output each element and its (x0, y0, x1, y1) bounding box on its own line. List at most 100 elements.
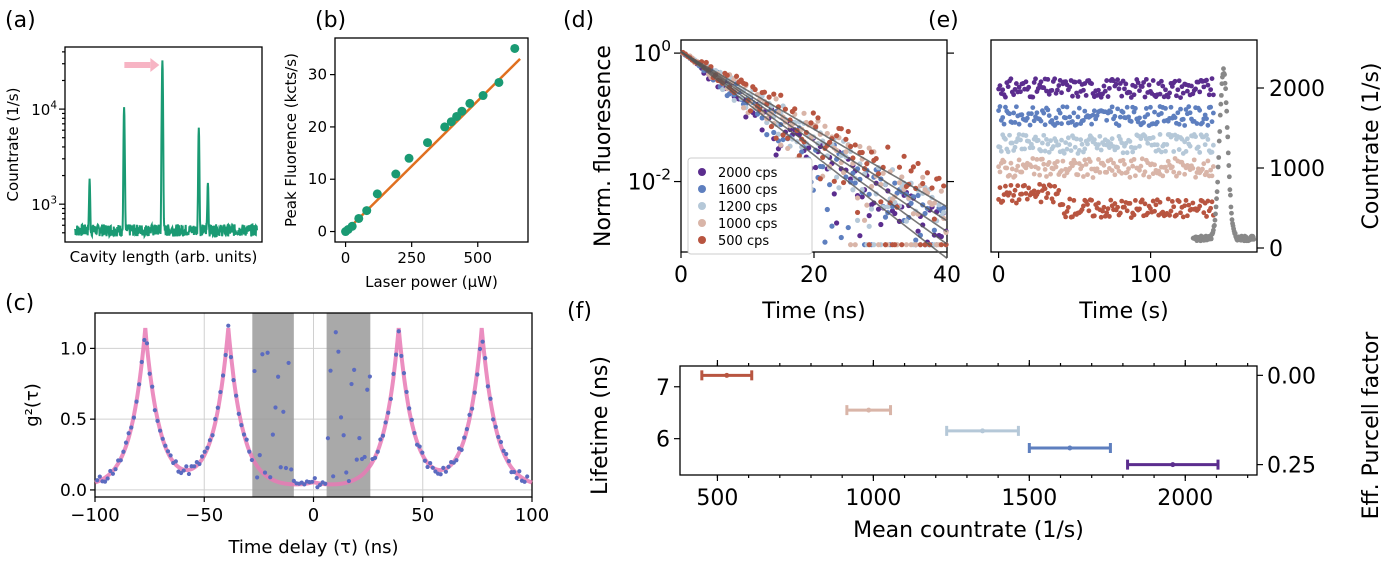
trace-point (1050, 144, 1056, 149)
trace-point (1075, 114, 1081, 120)
data-point (498, 439, 504, 445)
trace-point (1063, 140, 1069, 146)
trace-point (1145, 210, 1151, 216)
trace-point (1176, 78, 1182, 84)
trace-point (1130, 163, 1136, 169)
trace-point (1083, 93, 1089, 98)
trace-point (1137, 88, 1142, 94)
trace-point (1120, 157, 1126, 163)
trace-point (1184, 136, 1190, 142)
trace-point (1178, 210, 1183, 216)
trace-point (1108, 109, 1114, 115)
data-point (459, 447, 464, 453)
trace-point (1205, 82, 1211, 88)
trace-point (1024, 115, 1030, 121)
data-point (276, 374, 281, 379)
panel-b: 0 250 500 0 10 20 30 Peak Fluorence (kcts/s) Las… (282, 37, 529, 291)
decay-point (743, 81, 749, 87)
trace-point (1131, 212, 1137, 218)
trace-point (1060, 158, 1066, 164)
trace-point (1059, 137, 1064, 143)
data-point (391, 169, 401, 179)
fit-line (680, 51, 948, 260)
decay-point (764, 132, 770, 138)
gray-peak-point (1227, 187, 1233, 193)
y-tick-label: 1000 (1269, 157, 1325, 182)
trace-point (1071, 197, 1077, 203)
trace-point (1057, 77, 1063, 83)
trace-point (1104, 117, 1110, 123)
decay-point (847, 143, 854, 150)
y-axis-label: Countrate (1/s) (1359, 62, 1384, 229)
trace-point (1117, 210, 1123, 216)
trace-point (1183, 149, 1189, 154)
data-point (325, 436, 331, 441)
trace-point (1107, 85, 1112, 91)
x-tick-label: 40 (933, 263, 961, 288)
decay-point (868, 149, 875, 155)
data-point (475, 372, 480, 377)
data-point (493, 424, 498, 429)
x-tick-label: −50 (185, 505, 223, 526)
data-point (181, 468, 186, 473)
decay-point (913, 237, 919, 243)
data-point (197, 461, 202, 467)
trace-point (1072, 144, 1078, 150)
trace-point (1023, 191, 1029, 196)
trace-point (1187, 143, 1193, 149)
data-point (202, 449, 207, 454)
trace-point (1142, 94, 1148, 100)
x-tick-label: 100 (515, 505, 549, 526)
trace-point (1154, 142, 1160, 148)
x-tick-label: 20 (800, 263, 828, 288)
data-point (255, 475, 260, 480)
trace-point (1067, 114, 1073, 120)
x-tick-label: 500 (696, 486, 738, 511)
trace-point (1209, 76, 1215, 82)
data-point (501, 448, 506, 453)
trace-point (1056, 142, 1062, 148)
trace-point (1011, 110, 1017, 116)
x-axis-label: Time delay (τ) (ns) (227, 537, 398, 558)
trace-point (1046, 113, 1052, 118)
trace-point (1064, 146, 1070, 152)
trace-point (1164, 142, 1170, 147)
data-point (409, 417, 414, 423)
decay-point (831, 178, 837, 184)
trace-point (1131, 156, 1137, 162)
trace-point (1037, 181, 1043, 187)
data-point (354, 213, 364, 223)
trace-point (1157, 91, 1163, 97)
trace-point (1131, 92, 1137, 98)
trace-point (1026, 84, 1032, 90)
data-point (336, 349, 341, 354)
trace-point (1128, 119, 1134, 124)
data-point (289, 467, 294, 472)
data-point (354, 457, 359, 462)
data-point (262, 470, 268, 475)
decay-point (850, 187, 856, 193)
trace-point (1004, 165, 1010, 171)
trace-point (1208, 104, 1214, 110)
data-point (234, 393, 239, 398)
trace-point (1130, 149, 1136, 155)
trace-point (1031, 188, 1037, 194)
trace-point (1141, 120, 1147, 125)
data-point (365, 387, 370, 392)
trace-point (1063, 214, 1069, 220)
trace-point (1109, 136, 1115, 142)
data-point (218, 389, 223, 395)
data-point (417, 444, 422, 449)
trace-point (1041, 161, 1047, 167)
data-point (467, 412, 472, 418)
trace-point (1031, 80, 1037, 85)
decay-point (822, 123, 828, 129)
trace-point (1153, 202, 1159, 208)
data-point (173, 459, 178, 464)
trace-point (1044, 195, 1049, 201)
data-point (441, 465, 446, 470)
decay-point (913, 242, 919, 248)
trace-point (1067, 84, 1073, 90)
trace-point (1045, 107, 1051, 113)
trace-point (1089, 81, 1095, 87)
